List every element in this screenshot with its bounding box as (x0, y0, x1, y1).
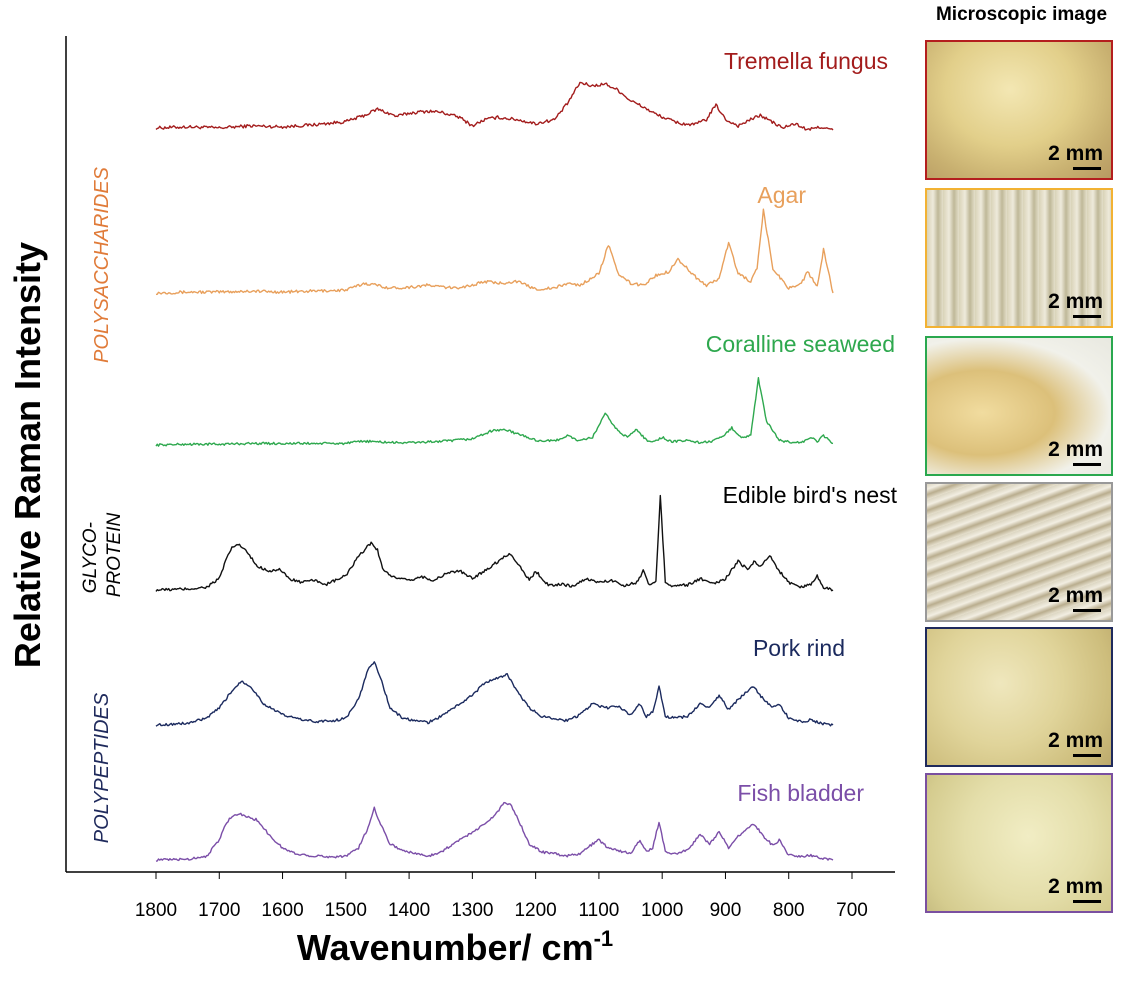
sample-label-agar: Agar (757, 182, 806, 208)
x-axis-title-main: Wavenumber/ cm (297, 927, 594, 968)
x-tick-label: 1000 (641, 900, 683, 921)
sample-label-birds-nest: Edible bird's nest (723, 482, 898, 508)
spectrum-line-tremella-fungus (155, 81, 834, 131)
x-tick-label: 1100 (578, 900, 619, 921)
x-tick-label: 1500 (325, 900, 367, 921)
spectrum-line-coralline-seaweed (155, 377, 834, 447)
scale-label: 2 mm (1048, 584, 1103, 607)
scale-bar (1073, 167, 1101, 170)
group-label-glycoprotein: GLYCO- PROTEIN (80, 512, 125, 597)
micrograph-tremella: 2 mm (925, 40, 1113, 180)
micrograph-birds-nest: 2 mm (925, 482, 1113, 622)
scale-label: 2 mm (1048, 875, 1103, 898)
scale-label: 2 mm (1048, 438, 1103, 461)
x-tick-label: 1600 (261, 900, 303, 921)
x-tick-label: 900 (710, 900, 742, 921)
x-tick-label: 1200 (514, 900, 556, 921)
group-label-glycoprotein-line1: GLYCO- (80, 522, 101, 593)
scale-bar (1073, 754, 1101, 757)
x-axis-title-sup: -1 (594, 926, 614, 951)
sample-label-pork-rind: Pork rind (753, 635, 845, 661)
scale-bar (1073, 900, 1101, 903)
scale-label: 2 mm (1048, 142, 1103, 165)
spectrum-line-pork-rind (155, 661, 834, 727)
micrograph-coralline: 2 mm (925, 336, 1113, 476)
group-label-glycoprotein-line2: PROTEIN (104, 512, 125, 597)
x-tick-label: 700 (836, 900, 868, 921)
scale-bar (1073, 315, 1101, 318)
x-tick-label: 800 (773, 900, 805, 921)
spectrum-line-edible-bird-s-nest (155, 494, 834, 592)
sample-label-tremella: Tremella fungus (724, 48, 888, 74)
scale-bar (1073, 609, 1101, 612)
scale-label: 2 mm (1048, 290, 1103, 313)
x-axis-title: Wavenumber/ cm-1 (297, 926, 613, 968)
scale-label: 2 mm (1048, 729, 1103, 752)
x-tick-label: 1300 (451, 900, 493, 921)
x-axis-ticks: 1800 1700 1600 1500 1400 1300 1200 1100 1000 900 8… (135, 872, 868, 921)
spectrum-line-fish-bladder (155, 801, 834, 862)
scale-bar (1073, 463, 1101, 466)
spectra-series (155, 81, 834, 862)
y-axis-title: Relative Raman Intensity (7, 242, 48, 668)
spectrum-line-agar (155, 208, 834, 296)
micrograph-agar: 2 mm (925, 188, 1113, 328)
x-tick-label: 1800 (135, 900, 177, 921)
x-tick-label: 1700 (198, 900, 240, 921)
sample-label-coralline: Coralline seaweed (706, 331, 895, 357)
micrograph-pork-rind: 2 mm (925, 627, 1113, 767)
sample-label-fish-bladder: Fish bladder (737, 780, 864, 806)
group-label-polysaccharides: POLYSACCHARIDES (91, 166, 113, 363)
microscopic-image-title: Microscopic image (935, 4, 1108, 25)
group-label-polypeptides: POLYPEPTIDES (91, 692, 113, 843)
micrograph-fish-bladder: 2 mm (925, 773, 1113, 913)
x-tick-label: 1400 (388, 900, 430, 921)
